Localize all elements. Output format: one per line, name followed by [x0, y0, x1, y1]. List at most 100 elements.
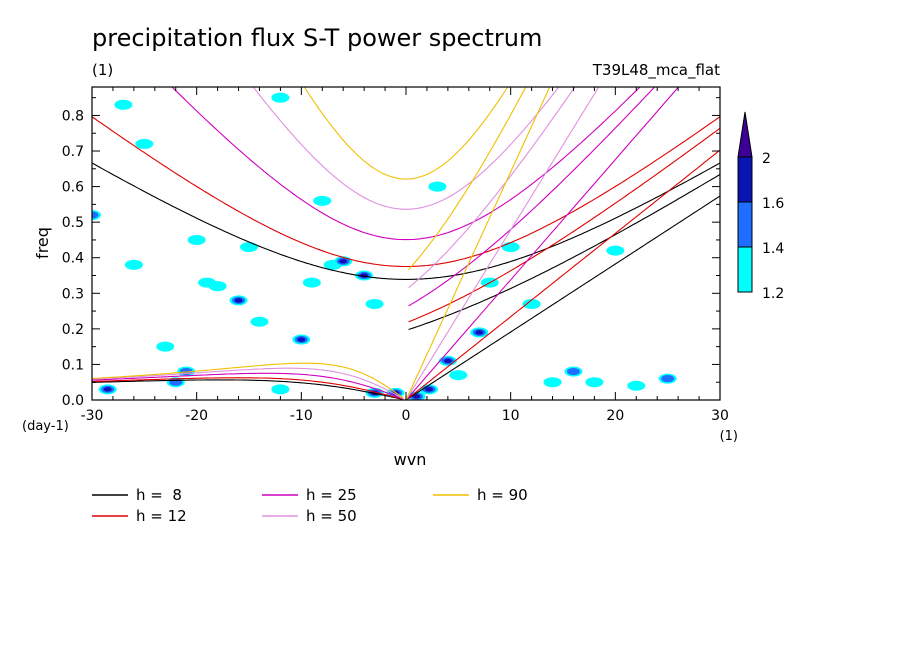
contour-blob — [103, 387, 112, 392]
legend: h = 8 h = 12 h = 25 h = 50 h = 90 — [92, 486, 528, 525]
contour-blob — [627, 380, 646, 391]
legend-item-h25: h = 25 — [262, 486, 357, 504]
legend-label: h = 90 — [477, 486, 528, 504]
legend-item-h50: h = 50 — [262, 507, 357, 525]
contour-blob — [92, 211, 99, 219]
series-line-ig0 — [408, 174, 720, 331]
y-tick-label: 0.1 — [62, 357, 84, 373]
contour-blob — [302, 277, 321, 288]
series-line-ig1 — [92, 162, 720, 280]
y-tick-label: 0.5 — [62, 215, 84, 231]
y-unit-label: (day-1) — [22, 419, 69, 434]
colorbar-label: 1.6 — [762, 196, 784, 212]
x-tick-label: 10 — [502, 408, 520, 424]
y-tick-label: 0.0 — [62, 393, 84, 409]
contour-blob — [415, 395, 418, 398]
series-line-rossby — [92, 372, 404, 400]
contour-blob — [339, 259, 348, 264]
series-line-ig0 — [408, 87, 656, 307]
chart-title: precipitation flux S-T power spectrum — [92, 24, 542, 52]
series-line-ig0 — [408, 127, 720, 323]
contour-blob — [661, 375, 675, 383]
y-tick-label: 0.6 — [62, 180, 84, 196]
x-axis-label: wvn — [394, 450, 427, 469]
legend-item-h12: h = 12 — [92, 507, 187, 525]
legend-label: h = 50 — [306, 507, 357, 525]
x-tick-label: -20 — [185, 408, 208, 424]
contour-blob — [114, 99, 133, 110]
colorbar-label: 2 — [762, 151, 771, 167]
series-line-kelvin — [405, 195, 720, 400]
x-tick-label: -10 — [290, 408, 313, 424]
contour-blob — [427, 388, 431, 391]
y-tick-label: 0.3 — [62, 286, 84, 302]
contour-blob — [566, 367, 580, 376]
contour-blob — [313, 195, 332, 206]
contour-blob — [585, 377, 604, 388]
series-line-kelvin — [405, 87, 551, 400]
contour-blob — [449, 370, 468, 381]
x-tick-label: 0 — [402, 408, 411, 424]
contour-blob — [443, 358, 452, 364]
contour-blob — [271, 384, 290, 395]
contour-blob — [606, 245, 625, 256]
series-line-ig1 — [252, 87, 560, 210]
chart-subtitle-left: (1) — [92, 61, 113, 79]
contour-blob — [297, 337, 306, 342]
x-unit-label: (1) — [720, 429, 738, 444]
series-line-rossby — [92, 367, 404, 400]
colorbar-cell-1-4 — [737, 201, 753, 248]
series-line-ig1 — [171, 87, 641, 241]
series-line-rossby — [92, 377, 404, 400]
series-line-kelvin — [405, 149, 720, 400]
legend-label: h = 8 — [136, 486, 182, 504]
chart-subtitle-right: T39L48_mca_flat — [592, 61, 720, 80]
contour-blob — [124, 259, 143, 270]
contour-blob — [501, 242, 520, 253]
contour-blob — [365, 298, 384, 309]
contour-blob — [208, 281, 227, 292]
contour-blob — [135, 138, 154, 149]
contour-blob — [187, 234, 206, 245]
legend-label: h = 25 — [306, 486, 357, 504]
legend-item-h90: h = 90 — [433, 486, 528, 504]
x-tick-label: 20 — [606, 408, 624, 424]
contour-blob — [250, 316, 269, 327]
contour-blob — [543, 377, 562, 388]
plot-frame — [91, 86, 721, 401]
series-line-kelvin — [405, 87, 600, 400]
y-tick-label: 0.2 — [62, 322, 84, 338]
y-tick-label: 0.8 — [62, 108, 84, 124]
series-line-ig1 — [92, 116, 720, 268]
series-line-ig0 — [408, 87, 527, 270]
y-axis-label: freq — [33, 227, 52, 259]
y-tick-label: 0.4 — [62, 251, 84, 267]
colorbar-cell-1-6 — [737, 156, 753, 203]
colorbar-cell-1-2 — [737, 246, 753, 293]
colorbar-label: 1.4 — [762, 241, 784, 257]
legend-item-h8: h = 8 — [92, 486, 182, 504]
contour-blob — [522, 298, 541, 309]
y-tick-label: 0.7 — [62, 144, 84, 160]
contour-blob — [428, 181, 447, 192]
legend-label: h = 12 — [136, 507, 187, 525]
series-line-kelvin — [405, 87, 680, 400]
series-line-ig1 — [303, 87, 509, 180]
dispersion-curves — [92, 87, 720, 400]
series-line-ig0 — [408, 87, 576, 289]
colorbar-arrow — [737, 111, 753, 158]
x-tick-label: -30 — [81, 408, 104, 424]
contour-blob — [156, 341, 175, 352]
series-line-rossby — [92, 362, 404, 399]
axis-ticks: -30 -20 -10 0 10 20 30 0.0 0.1 0.2 0.3 0.4 0.5 0.6 0.7… — [62, 87, 729, 424]
contour-blob — [240, 242, 258, 253]
contour-blob — [475, 330, 484, 335]
contour-blob — [271, 92, 290, 103]
contour-blob — [169, 378, 183, 386]
colorbar: 2 1.6 1.4 1.2 — [737, 111, 784, 302]
x-tick-label: 30 — [711, 408, 729, 424]
colorbar-label: 1.2 — [762, 286, 784, 302]
contour-shading — [92, 92, 677, 400]
contour-blob — [234, 298, 243, 303]
